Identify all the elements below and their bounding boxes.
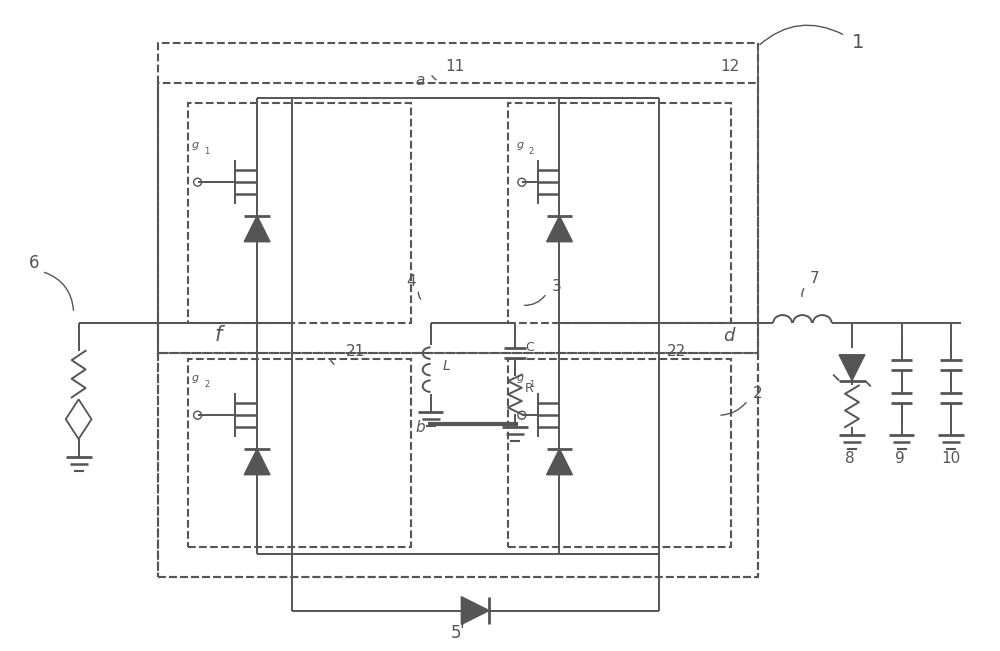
Text: b: b bbox=[416, 420, 425, 435]
Polygon shape bbox=[547, 216, 572, 242]
Text: g: g bbox=[516, 139, 523, 150]
Text: 2: 2 bbox=[753, 387, 762, 402]
Text: g: g bbox=[516, 372, 523, 383]
Text: C: C bbox=[525, 340, 534, 353]
Polygon shape bbox=[547, 449, 572, 475]
Text: 6: 6 bbox=[29, 255, 40, 273]
Text: g: g bbox=[192, 372, 199, 383]
Text: 21: 21 bbox=[346, 344, 366, 359]
Text: a: a bbox=[416, 73, 425, 88]
Text: 7: 7 bbox=[809, 271, 819, 286]
Text: 12: 12 bbox=[720, 59, 739, 74]
Text: 22: 22 bbox=[667, 344, 686, 359]
Polygon shape bbox=[244, 449, 270, 475]
Text: 10: 10 bbox=[941, 451, 960, 466]
Text: R: R bbox=[525, 382, 534, 395]
Text: 4: 4 bbox=[406, 274, 415, 289]
Polygon shape bbox=[461, 597, 489, 624]
Text: d: d bbox=[723, 327, 734, 345]
Text: 3: 3 bbox=[552, 279, 561, 294]
Text: 1: 1 bbox=[529, 380, 534, 389]
Text: 1: 1 bbox=[852, 33, 864, 52]
Text: 5: 5 bbox=[450, 624, 461, 643]
Text: g: g bbox=[192, 139, 199, 150]
Text: L: L bbox=[442, 359, 450, 372]
Text: 2: 2 bbox=[205, 380, 210, 389]
Text: 2: 2 bbox=[529, 148, 534, 156]
Text: 1: 1 bbox=[205, 148, 210, 156]
Text: 9: 9 bbox=[895, 451, 904, 466]
Polygon shape bbox=[244, 216, 270, 242]
Text: f: f bbox=[214, 325, 222, 345]
Text: 11: 11 bbox=[445, 59, 465, 74]
Polygon shape bbox=[839, 355, 865, 381]
Text: 8: 8 bbox=[845, 451, 855, 466]
